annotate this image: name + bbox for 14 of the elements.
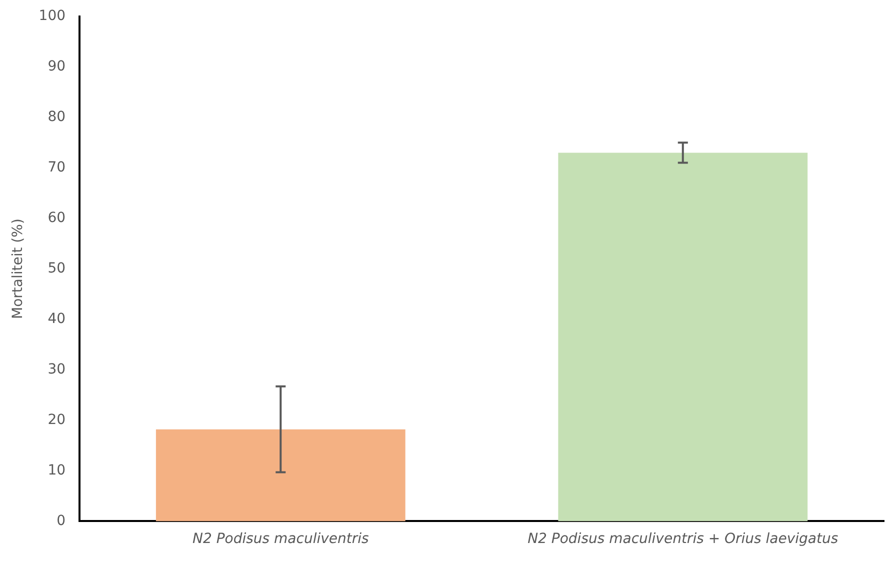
y-tick-label: 60 <box>48 210 66 226</box>
y-tick-label: 10 <box>48 462 66 478</box>
y-tick-label: 30 <box>48 361 66 378</box>
y-tick-label: 80 <box>48 109 66 125</box>
y-tick-label: 100 <box>38 8 66 24</box>
x-tick-label: N2 Podisus maculiventris <box>192 531 369 548</box>
y-tick-label: 20 <box>48 412 66 428</box>
y-tick-label: 50 <box>48 260 66 276</box>
x-tick-label: N2 Podisus maculiventris + Orius laevigatus <box>528 531 838 548</box>
y-axis-title: Mortaliteit (%) <box>10 218 26 320</box>
y-tick-label: 40 <box>48 310 66 327</box>
y-tick-label: 90 <box>48 58 66 75</box>
y-tick-label: 70 <box>48 159 66 176</box>
y-tick-label: 0 <box>56 512 66 529</box>
